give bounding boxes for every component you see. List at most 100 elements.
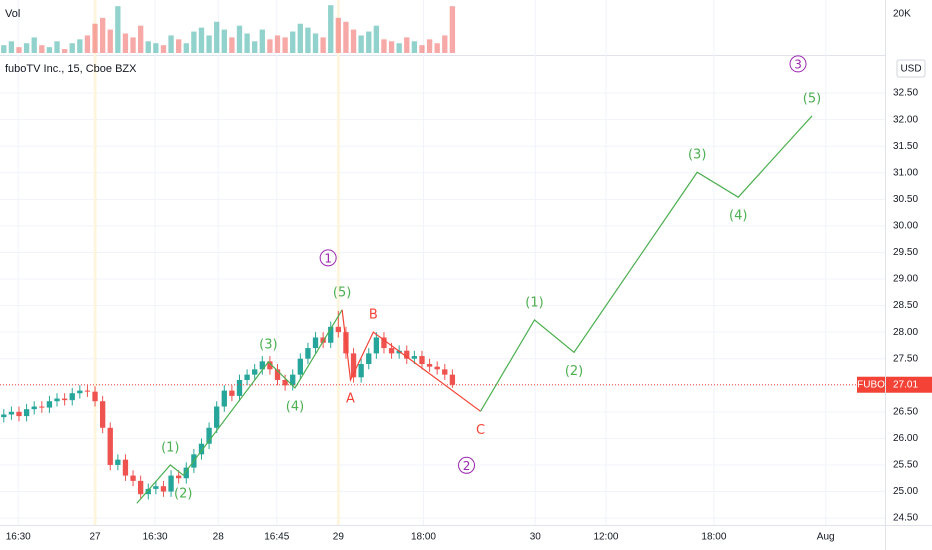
volume-bar [183,43,189,53]
volume-bar [411,41,418,53]
session-break [336,0,340,525]
candle-body [122,459,129,476]
candle-body [168,475,174,492]
candle-body [130,475,136,481]
candle-body [381,337,387,349]
chart-title: fuboTV Inc., 15, Cboe BZX [5,63,137,75]
candle-body [16,411,22,417]
candle-body [305,348,311,359]
candle-body [290,374,296,386]
candle-body [267,361,273,370]
wave-label: A [346,391,355,406]
candle-body [61,398,68,401]
y-tick-label: 26.50 [893,406,918,417]
y-tick-label: 32.00 [893,114,918,125]
candle-body [183,467,189,479]
x-tick-label: 18:00 [411,532,436,543]
candle-body [259,361,265,370]
volume-bar [176,39,182,53]
volume-bar [214,21,220,53]
wave-label: (3) [259,337,277,352]
y-tick-label: 28.00 [893,327,918,338]
volume-bar [61,49,68,53]
candle-body [419,356,425,365]
currency[interactable]: USD [900,64,921,75]
volume-bar [198,27,205,53]
volume-bar [206,35,212,53]
volume-bar [191,31,197,53]
candle-body [214,406,220,428]
volume-bar [54,41,60,53]
candle-body [54,398,60,402]
candle-body [366,353,372,365]
wave-label: (5) [803,91,821,106]
candle-body [69,393,75,401]
wave-label: B [369,308,378,323]
volume-bar [388,41,395,53]
volume-bar [23,43,30,53]
volume-bar [373,25,380,53]
wave-line [341,309,481,412]
volume-bar [84,35,91,53]
wave-label: C [476,423,485,438]
volume-bar [244,33,250,53]
volume-tick-label: 20K [893,9,911,20]
candle-body [426,364,433,367]
volume-bar [312,33,319,53]
y-tick-label: 30.50 [893,194,918,205]
volume-bar [449,6,456,54]
candle-body [198,443,205,455]
wave-label: (3) [688,148,706,163]
y-tick-label: 32.50 [893,88,918,99]
volume-bar [320,37,326,53]
volume-bar [46,47,53,53]
wave-label: (5) [333,285,351,300]
y-tick-label: 30.00 [893,221,918,232]
volume-bar [107,29,113,53]
currency-box[interactable] [896,59,926,78]
candle-body [115,459,121,465]
volume-bar [358,35,364,53]
volume-bar [99,17,106,53]
y-tick-label: 25.50 [893,460,918,471]
volume-bar [39,45,45,53]
wave-line [479,115,813,412]
candle-body [297,358,303,375]
x-tick-label: 28 [213,532,225,543]
candle-body [274,369,281,380]
y-tick-label: 29.50 [893,247,918,258]
candle-body [8,411,15,415]
candle-body [31,406,37,410]
candle-body [84,390,91,392]
x-tick-label: 27 [89,532,101,543]
degree-label: 2 [463,459,471,473]
candle-body [312,337,319,349]
volume-bar [122,33,129,53]
volume-bar [343,21,349,53]
volume-bar [259,29,265,53]
volume-bar [396,43,402,53]
volume-bar [92,23,98,53]
candle-body [434,366,440,370]
candle-body [404,350,410,359]
wave-label: (4) [729,209,747,224]
volume-bar [290,31,296,53]
degree-circle [789,55,807,73]
candle-body [145,488,151,495]
volume-bar [419,45,425,53]
candle-body [396,350,402,354]
volume-bar [404,37,410,53]
volume-bar [236,25,243,53]
volume-bar [8,41,15,53]
degree-label: 1 [324,251,332,265]
last-price-name: FUBO [857,379,885,390]
candle-body [160,486,167,492]
candle-body [92,391,98,402]
candle-body [153,486,159,489]
volume-bar [328,5,334,53]
candle-body [411,356,418,359]
volume-bar [160,45,167,53]
wave-line [136,309,343,504]
candle-body [373,337,380,354]
candle-body [137,480,144,495]
